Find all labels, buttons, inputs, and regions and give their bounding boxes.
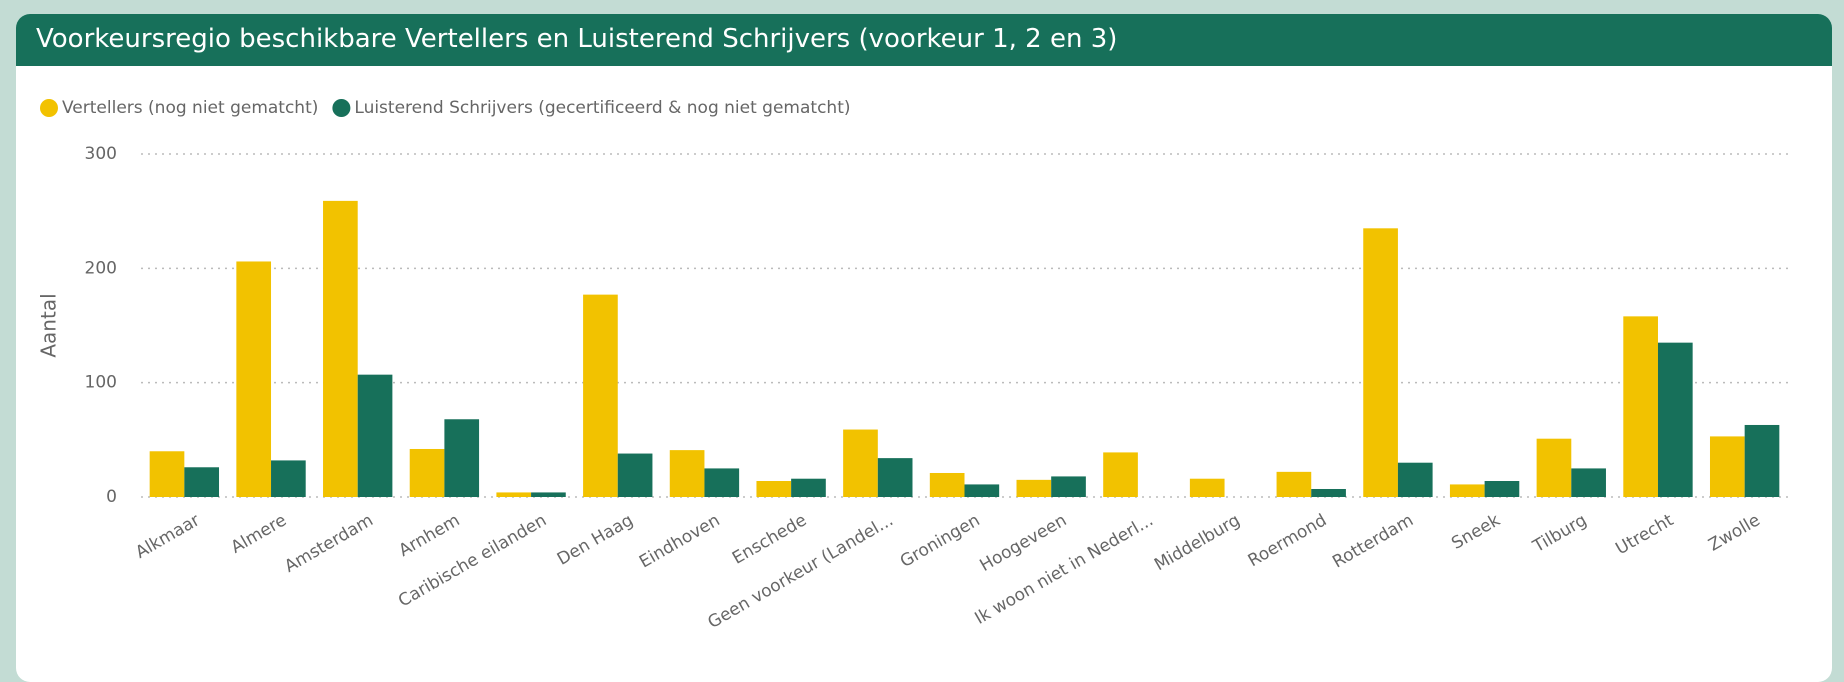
x-tick-label: Eindhoven [636,510,724,572]
bar [1484,480,1520,497]
x-tick-label: Alkmaar [132,510,203,563]
legend-swatch [40,99,58,117]
legend-label: Luisterend Schrijvers (gecertificeerd & … [354,98,850,118]
bar [444,419,480,497]
bar [1276,471,1312,497]
bar [704,468,740,497]
x-tick-label: Almere [228,510,290,558]
x-tick-label: Tilburg [1529,510,1590,557]
bar [1449,484,1485,497]
y-tick-label: 300 [85,144,117,164]
x-tick-label: Amsterdam [281,510,376,577]
bar [271,460,306,497]
bar [1311,488,1346,497]
bar [1623,316,1658,497]
bar [1536,438,1572,497]
bar [1016,479,1052,497]
x-tick-label: Den Haag [554,510,637,569]
bar [357,374,393,497]
x-tick-label: Caribische eilanden [395,510,550,611]
bar [669,450,705,497]
x-tick-label: Roermond [1245,510,1330,571]
x-tick-label: Middelburg [1151,510,1243,575]
legend-swatch [332,99,351,117]
bar [1657,342,1693,497]
x-tick-label: Zwolle [1705,510,1763,555]
x-tick-label: Enschede [729,510,810,568]
bar [964,484,1000,497]
bar [877,458,913,497]
y-tick-label: 100 [85,373,117,393]
y-axis-label: Aantal [37,293,61,357]
bar [1363,228,1398,498]
bar [1103,452,1138,497]
bar [1189,478,1225,497]
bar [929,472,965,497]
bar [531,492,566,497]
y-tick-label: 0 [106,487,117,507]
bar [323,200,358,498]
chart: Vertellers (nog niet gematcht) Luisterend… [37,98,1788,633]
bar [791,478,826,497]
bar [1397,462,1433,497]
bar [236,261,272,497]
bar [617,453,653,497]
chart-title: Voorkeursregio beschikbare Vertellers en… [16,14,1832,66]
card: Voorkeursregio beschikbare Vertellers en… [16,14,1832,682]
x-tick-label: Sneek [1448,510,1503,554]
bar [583,294,618,497]
legend-label: Vertellers (nog niet gematcht) [62,98,318,118]
bar [149,451,185,497]
bar [496,492,532,497]
y-tick-label: 200 [85,258,117,278]
bar [1709,436,1745,497]
bar [409,448,445,497]
x-tick-label: Arnhem [395,510,463,561]
bar [184,467,220,497]
bar [1571,468,1606,497]
bar [756,480,792,497]
x-tick-label: Utrecht [1612,510,1677,559]
bar [1744,424,1780,497]
x-tick-label: Groningen [897,510,984,572]
bar [1051,476,1086,497]
bar [843,429,878,497]
x-tick-label: Rotterdam [1329,510,1417,572]
